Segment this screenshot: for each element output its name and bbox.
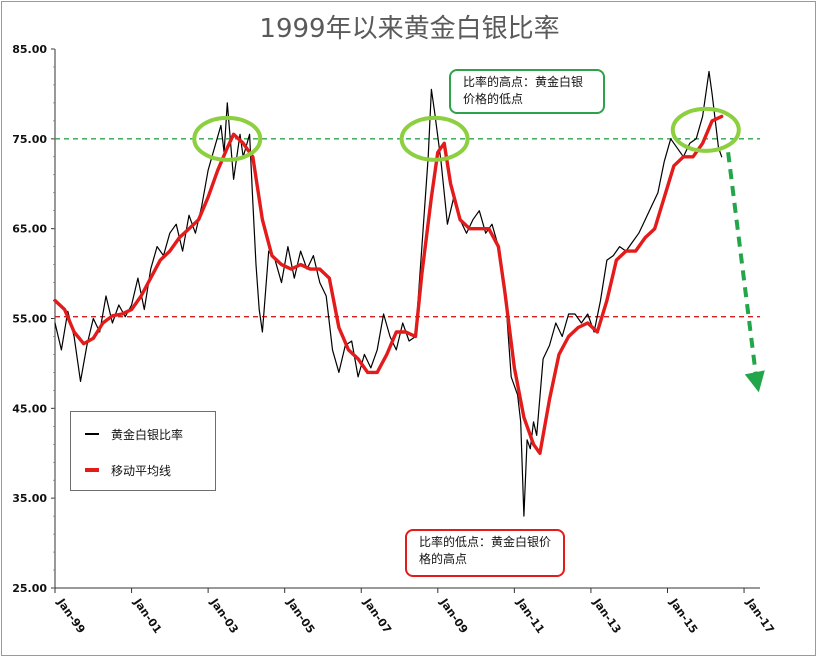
x-tick-label: Jan-03 bbox=[207, 595, 241, 635]
x-tick-label: Jan-11 bbox=[513, 595, 547, 635]
y-tick-label: 75.00 bbox=[12, 133, 47, 146]
peak-highlight-ellipse bbox=[399, 115, 470, 162]
y-tick-label: 45.00 bbox=[12, 402, 47, 415]
y-tick-label: 55.00 bbox=[12, 313, 47, 326]
x-tick-label: Jan-07 bbox=[360, 595, 394, 635]
x-tick-label: Jan-05 bbox=[284, 595, 318, 635]
legend-box: 黄金白银比率 移动平均线 bbox=[70, 411, 216, 491]
callout-ratio-high: 比率的高点：黄金白银价格的低点 bbox=[449, 69, 605, 114]
x-tick-label: Jan-01 bbox=[131, 595, 165, 635]
y-tick-label: 65.00 bbox=[12, 223, 47, 236]
series-line-moving-average bbox=[53, 114, 724, 455]
callout-ratio-low-text: 比率的低点：黄金白银价格的高点 bbox=[419, 535, 552, 566]
legend-label-moving-average: 移动平均线 bbox=[111, 463, 172, 478]
y-tick-label: 25.00 bbox=[12, 582, 47, 595]
callout-ratio-low: 比率的低点：黄金白银价格的高点 bbox=[405, 529, 565, 577]
forecast-arrow-line bbox=[726, 152, 759, 383]
chart-title: 1999年以来黄金白银比率 bbox=[259, 14, 560, 44]
callout-ratio-high-text: 比率的高点：黄金白银价格的低点 bbox=[463, 75, 584, 106]
y-tick-label: 35.00 bbox=[12, 492, 47, 505]
forecast-arrow-head bbox=[744, 370, 765, 393]
x-tick-label: Jan-09 bbox=[437, 595, 471, 635]
legend-item-moving-average: 移动平均线 bbox=[85, 460, 171, 480]
legend-label-ratio: 黄金白银比率 bbox=[111, 427, 184, 442]
peak-highlight-ellipse bbox=[192, 115, 263, 162]
x-tick-label: Jan-15 bbox=[666, 595, 700, 635]
legend-swatch-black-line bbox=[85, 433, 99, 435]
x-tick-label: Jan-99 bbox=[54, 595, 88, 635]
x-tick-label: Jan-13 bbox=[590, 595, 624, 635]
legend-item-ratio: 黄金白银比率 bbox=[85, 424, 183, 444]
y-tick-label: 85.00 bbox=[12, 43, 47, 56]
x-tick-label: Jan-17 bbox=[743, 595, 777, 635]
peak-highlight-ellipse bbox=[670, 106, 741, 153]
legend-swatch-red-line bbox=[85, 468, 99, 472]
